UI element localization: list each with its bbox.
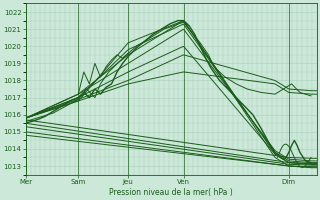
X-axis label: Pression niveau de la mer( hPa ): Pression niveau de la mer( hPa ) [109,188,233,197]
